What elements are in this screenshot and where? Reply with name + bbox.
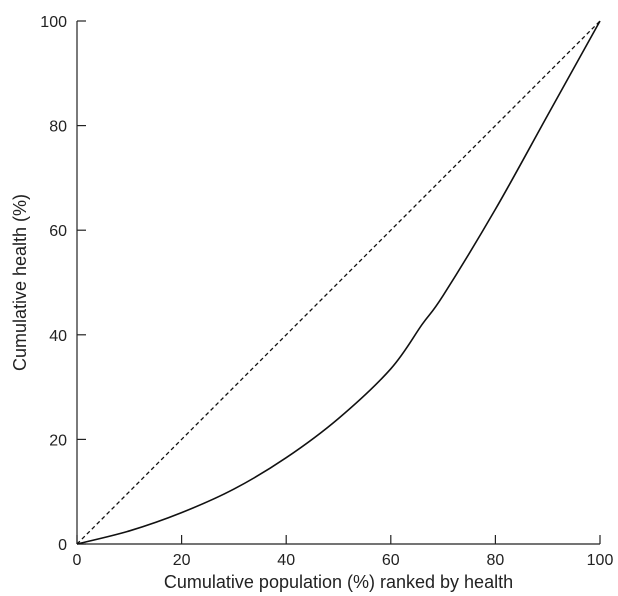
y-tick-label: 60: [49, 223, 67, 240]
x-tick-label: 20: [173, 552, 191, 569]
x-tick-label: 40: [277, 552, 295, 569]
y-tick-label: 20: [49, 432, 67, 449]
concentration-curve: [76, 20, 601, 545]
y-tick-label: 0: [58, 537, 67, 554]
y-tick-label: 100: [40, 14, 67, 31]
x-ticks: 0 20 40 60 80 100: [73, 535, 614, 569]
y-tick-label: 80: [49, 119, 67, 136]
y-ticks: 0 20 40 60 80 100: [40, 14, 86, 554]
x-tick-label: 0: [73, 552, 82, 569]
x-tick-label: 80: [487, 552, 505, 569]
equality-line: [76, 20, 601, 545]
axes: [76, 21, 600, 545]
x-axis-label: Cumulative population (%) ranked by heal…: [164, 572, 513, 592]
x-tick-label: 100: [587, 552, 614, 569]
series-layer: [76, 20, 601, 545]
x-tick-label: 60: [382, 552, 400, 569]
y-tick-label: 40: [49, 328, 67, 345]
y-axis-label: Cumulative health (%): [10, 194, 30, 371]
